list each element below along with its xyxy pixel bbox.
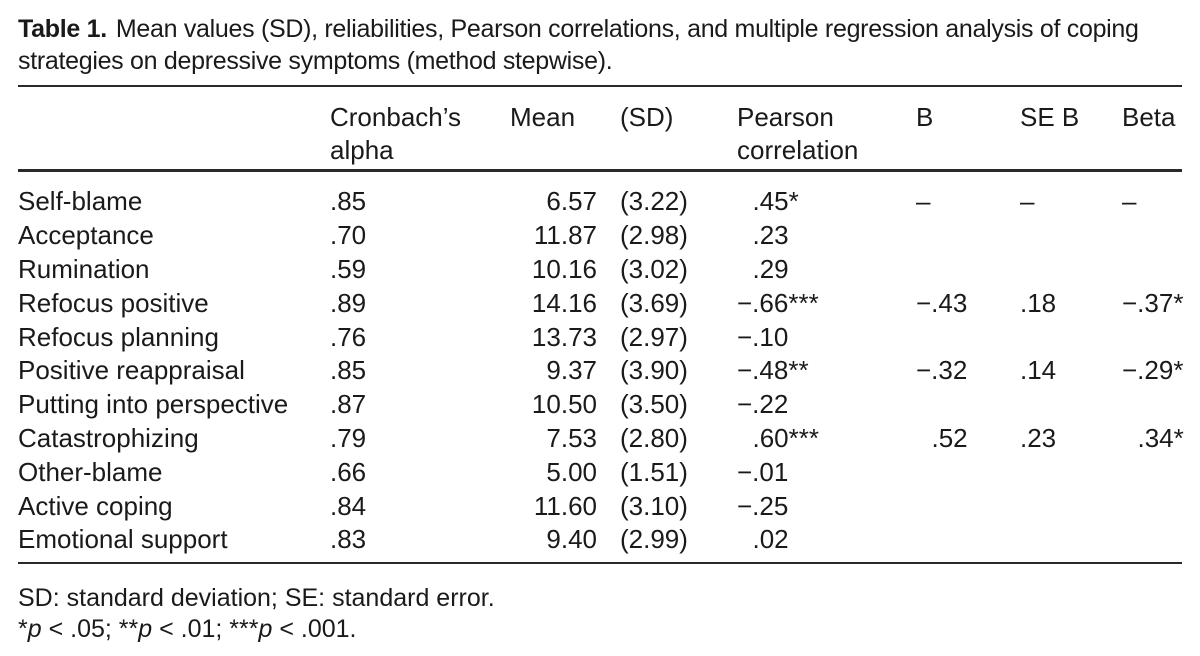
cell-pearson-correlation: −.25 [737, 490, 789, 521]
cell-beta: .34* [1137, 422, 1184, 453]
cell-se-b: – [1020, 186, 1035, 217]
cell-sd: (1.51) [620, 456, 688, 487]
cell-pearson-correlation: −.66*** [737, 287, 819, 318]
cell-pearson-correlation: .29 [752, 253, 789, 284]
table-header-row: Cronbach’s alpha Mean (SD) Pearson corre… [18, 101, 1182, 167]
table-row: Acceptance .70 11.87 (2.98) .23 [18, 219, 1182, 253]
cell-strategy: Refocus positive [18, 287, 209, 318]
cell-strategy: Catastrophizing [18, 422, 199, 453]
col-header-mean: Mean [510, 102, 576, 132]
table-row: Active coping .84 11.60 (3.10) −.25 [18, 489, 1182, 523]
cell-cronbach-alpha: .83 [330, 524, 367, 555]
table-rule-header [18, 169, 1182, 172]
cell-sd: (2.98) [620, 220, 688, 251]
cell-mean: 10.16 [531, 253, 597, 284]
cell-beta: – [1122, 186, 1137, 217]
cell-mean: 11.87 [533, 220, 597, 251]
cell-sd: (3.10) [620, 490, 688, 521]
cell-cronbach-alpha: .79 [330, 422, 367, 453]
cell-pearson-correlation: −.48** [737, 355, 809, 386]
table-body: Self-blame .85 6.57 (3.22) .45* – – – Ac… [18, 185, 1184, 557]
cell-cronbach-alpha: .70 [330, 220, 367, 251]
table-rule-top [18, 85, 1182, 87]
col-header-se-b: SE B [1020, 102, 1080, 132]
table-row: Rumination .59 10.16 (3.02) .29 [18, 253, 1182, 287]
cell-b: – [916, 186, 931, 217]
cell-sd: (2.80) [620, 422, 688, 453]
col-header-pearson-correlation: Pearson correlation [737, 102, 859, 165]
cell-se-b: .18 [1020, 287, 1057, 318]
cell-sd: (3.22) [620, 186, 688, 217]
cell-mean: 10.50 [531, 389, 597, 420]
col-header-b: B [916, 102, 934, 132]
cell-sd: (3.69) [620, 287, 688, 318]
cell-strategy: Active coping [18, 490, 173, 521]
table-footnotes: SD: standard deviation; SE: standard err… [18, 583, 1182, 645]
cell-cronbach-alpha: .59 [330, 253, 367, 284]
table-row: Catastrophizing .79 7.53 (2.80) .60*** .… [18, 422, 1184, 456]
cell-strategy: Refocus planning [18, 321, 219, 352]
cell-mean: 9.37 [546, 355, 597, 386]
cell-sd: (3.02) [620, 253, 688, 284]
cell-cronbach-alpha: .87 [330, 389, 367, 420]
cell-cronbach-alpha: .89 [330, 287, 367, 318]
cell-cronbach-alpha: .85 [330, 186, 367, 217]
cell-mean: 14.16 [531, 287, 597, 318]
cell-mean: 5.00 [546, 456, 597, 487]
footnote-significance: *p < .05; **p < .01; ***p < .001. [18, 615, 357, 643]
cell-sd: (3.90) [620, 355, 688, 386]
cell-strategy: Self-blame [18, 186, 143, 217]
table-row: Putting into perspective .87 10.50 (3.50… [18, 388, 1182, 422]
footnote-abbreviations: SD: standard deviation; SE: standard err… [18, 584, 495, 612]
cell-pearson-correlation: .45* [752, 186, 799, 217]
cell-mean: 9.40 [546, 524, 597, 555]
cell-strategy: Rumination [18, 253, 150, 284]
cell-strategy: Other-blame [18, 456, 163, 487]
cell-pearson-correlation: −.10 [737, 321, 789, 352]
cell-beta: −.37* [1122, 287, 1184, 318]
cell-se-b: .14 [1020, 355, 1057, 386]
table-rule-bottom [18, 562, 1182, 564]
cell-pearson-correlation: −.01 [737, 456, 789, 487]
col-header-strategy [18, 101, 330, 167]
cell-pearson-correlation: .60*** [752, 422, 820, 453]
col-header-sd: (SD) [620, 102, 674, 132]
cell-sd: (2.97) [620, 321, 688, 352]
cell-pearson-correlation: .23 [752, 220, 789, 251]
cell-beta: −.29* [1122, 355, 1184, 386]
col-header-cronbachs-alpha: Cronbach’s alpha [330, 102, 462, 165]
cell-strategy: Acceptance [18, 220, 154, 251]
table-caption-label: Table 1. [18, 15, 107, 43]
cell-se-b: .23 [1020, 422, 1057, 453]
cell-mean: 11.60 [533, 490, 597, 521]
cell-mean: 7.53 [546, 422, 597, 453]
cell-mean: 13.73 [531, 321, 597, 352]
table-caption: Table 1. Mean values (SD), reliabilities,… [18, 13, 1182, 77]
cell-pearson-correlation: −.22 [737, 389, 789, 420]
table-row: Self-blame .85 6.57 (3.22) .45* – – – [18, 185, 1182, 219]
cell-pearson-correlation: .02 [752, 524, 789, 555]
cell-b: −.32 [916, 355, 968, 386]
col-header-beta: Beta [1122, 102, 1176, 132]
cell-b: −.43 [916, 287, 968, 318]
cell-strategy: Emotional support [18, 524, 228, 555]
table-row: Refocus planning .76 13.73 (2.97) −.10 [18, 320, 1182, 354]
cell-sd: (3.50) [620, 389, 688, 420]
table-row: Positive reappraisal .85 9.37 (3.90) −.4… [18, 354, 1184, 388]
cell-cronbach-alpha: .85 [330, 355, 367, 386]
cell-strategy: Putting into perspective [18, 389, 289, 420]
cell-cronbach-alpha: .84 [330, 490, 367, 521]
table-row: Other-blame .66 5.00 (1.51) −.01 [18, 455, 1182, 489]
cell-cronbach-alpha: .76 [330, 321, 367, 352]
cell-b: .52 [931, 422, 968, 453]
cell-mean: 6.57 [546, 186, 597, 217]
table-row: Refocus positive .89 14.16 (3.69) −.66**… [18, 286, 1184, 320]
table-caption-text: Mean values (SD), reliabilities, Pearson… [18, 15, 1139, 75]
cell-sd: (2.99) [620, 524, 688, 555]
cell-cronbach-alpha: .66 [330, 456, 367, 487]
table-row: Emotional support .83 9.40 (2.99) .02 [18, 523, 1182, 557]
cell-strategy: Positive reappraisal [18, 355, 245, 386]
